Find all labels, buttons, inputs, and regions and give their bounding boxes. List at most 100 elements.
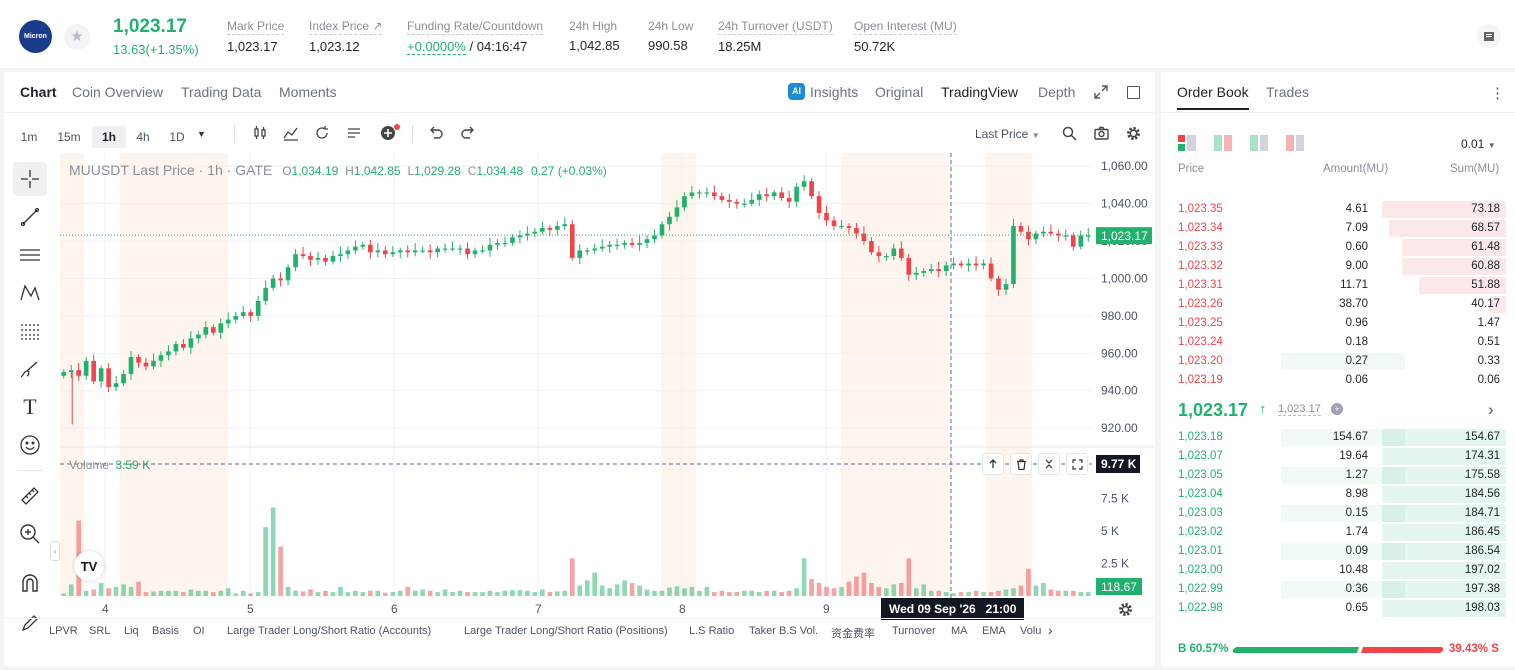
bid-row[interactable]: 1,023.05 1.27 175.58 — [1172, 466, 1506, 485]
camera-icon[interactable] — [1094, 126, 1109, 146]
horizontal-lines-tool-icon[interactable] — [13, 238, 47, 272]
tab-chart[interactable]: Chart — [20, 84, 57, 100]
redo-icon[interactable] — [460, 125, 476, 146]
indicator-taker-bs-vol[interactable]: Taker B.S Vol. — [749, 625, 819, 637]
volume-bar — [203, 590, 209, 596]
indicator-oi[interactable]: OI — [193, 625, 205, 637]
bid-row[interactable]: 1,022.99 0.36 197.38 — [1172, 580, 1506, 599]
tab-original[interactable]: Original — [875, 84, 924, 100]
ask-row[interactable]: 1,023.35 4.61 73.18 — [1172, 200, 1506, 219]
bid-row[interactable]: 1,023.18 154.67 154.67 — [1172, 428, 1506, 447]
indicator-funding-rate[interactable]: 资金费率 — [831, 628, 875, 640]
bid-row[interactable]: 1,023.07 19.64 174.31 — [1172, 447, 1506, 466]
ask-row[interactable]: 1,023.24 0.18 0.51 — [1172, 333, 1506, 352]
timeframe-4h[interactable]: 4h — [136, 130, 150, 144]
tab-coin-overview[interactable]: Coin Overview — [72, 84, 164, 100]
mid-expand-chevron-icon[interactable]: › — [1488, 400, 1494, 419]
precision-select[interactable]: 0.01 ▼ — [1461, 137, 1496, 151]
templates-icon[interactable] — [346, 125, 362, 146]
indicator-lt-ratio-positions[interactable]: Large Trader Long/Short Ratio (Positions… — [464, 625, 668, 637]
indicator-lpvr[interactable]: LPVR — [49, 625, 78, 637]
bid-row[interactable]: 1,023.03 0.15 184.71 — [1172, 504, 1506, 523]
candle-type-icon[interactable] — [252, 125, 268, 146]
ask-row[interactable]: 1,023.31 11.71 51.88 — [1172, 276, 1506, 295]
indicator-ema[interactable]: EMA — [982, 625, 1006, 637]
ask-row[interactable]: 1,023.20 0.27 0.33 — [1172, 352, 1506, 371]
chart-settings-icon[interactable] — [1118, 602, 1133, 622]
indicator-scroll-right-icon[interactable]: › — [1048, 622, 1053, 638]
pane-collapse-icon[interactable] — [1038, 453, 1060, 475]
tab-tradingview[interactable]: TradingView — [941, 84, 1019, 100]
timeframe-1d[interactable]: 1D — [169, 130, 185, 144]
tab-order-book[interactable]: Order Book — [1177, 84, 1249, 100]
emoji-tool-icon[interactable] — [13, 428, 47, 462]
pane-delete-icon[interactable] — [1010, 453, 1032, 475]
text-tool-icon[interactable]: T — [23, 394, 37, 419]
view-asks-icon[interactable] — [1286, 135, 1304, 156]
volume-bar — [136, 581, 141, 596]
collapse-toolbar-icon[interactable]: ‹ — [50, 541, 60, 561]
tab-insights[interactable]: Insights — [810, 84, 859, 100]
settings-gear-icon[interactable] — [1126, 126, 1141, 146]
undo-icon[interactable] — [428, 125, 444, 146]
candle-body — [592, 248, 598, 251]
add-alert-icon[interactable] — [380, 124, 400, 147]
favorite-star-icon[interactable]: ★ — [64, 24, 90, 50]
timeframe-15m[interactable]: 15m — [57, 130, 81, 144]
stat-24h-low: 24h Low 990.58 — [648, 19, 694, 53]
indicator-ls-ratio[interactable]: L.S Ratio — [689, 625, 735, 637]
indicator-ma[interactable]: MA — [951, 625, 968, 637]
timeframe-1m[interactable]: 1m — [20, 130, 38, 144]
pattern-tool-icon[interactable] — [13, 276, 47, 310]
bid-row[interactable]: 1,022.98 0.65 198.03 — [1172, 599, 1506, 618]
expand-icon[interactable] — [1094, 85, 1108, 99]
indicator-lt-ratio-accounts[interactable]: Large Trader Long/Short Ratio (Accounts) — [227, 625, 432, 637]
window-icon[interactable] — [1127, 86, 1140, 99]
ask-row[interactable]: 1,023.34 7.09 68.57 — [1172, 219, 1506, 238]
pane-move-up-icon[interactable] — [982, 453, 1004, 475]
replay-icon[interactable] — [314, 125, 330, 146]
tab-trading-data[interactable]: Trading Data — [181, 84, 262, 100]
volume-bar — [225, 588, 231, 596]
fib-tool-icon[interactable] — [13, 314, 47, 348]
stat-index-price[interactable]: Index Price ↗ 1,023.12 — [309, 19, 383, 54]
bid-row[interactable]: 1,023.04 8.98 184.56 — [1172, 485, 1506, 504]
ask-row[interactable]: 1,023.33 0.60 61.48 — [1172, 238, 1506, 257]
indicators-icon[interactable] — [283, 125, 299, 146]
view-bids-icon[interactable] — [1250, 135, 1268, 156]
indicator-basis[interactable]: Basis — [152, 625, 179, 637]
bid-row[interactable]: 1,023.01 0.09 186.54 — [1172, 542, 1506, 561]
timeframe-1h[interactable]: 1h — [92, 126, 126, 148]
ask-row[interactable]: 1,023.19 0.06 0.06 — [1172, 371, 1506, 390]
indicator-srl[interactable]: SRL — [89, 625, 111, 637]
toolbar-separator-2 — [412, 125, 413, 143]
brush-tool-icon[interactable] — [13, 352, 47, 386]
tab-moments[interactable]: Moments — [279, 84, 337, 100]
zoom-in-tool-icon[interactable] — [13, 517, 47, 551]
search-icon[interactable] — [1062, 126, 1077, 146]
price-chart[interactable]: 1,060.001,040.001,020.001,000.00980.0096… — [60, 153, 1154, 619]
ask-row[interactable]: 1,023.26 38.70 40.17 — [1172, 295, 1506, 314]
trend-line-tool-icon[interactable] — [13, 200, 47, 234]
indicator-liq[interactable]: Liq — [124, 625, 139, 637]
view-both-icon[interactable] — [1178, 135, 1196, 156]
timeframe-dropdown-icon[interactable]: ▼ — [197, 129, 206, 139]
crosshair-tool-icon[interactable] — [13, 162, 47, 196]
tab-trades[interactable]: Trades — [1266, 84, 1310, 100]
bid-row[interactable]: 1,023.02 1.74 186.45 — [1172, 523, 1506, 542]
pencil-lock-tool-icon[interactable] — [13, 606, 47, 640]
bid-row[interactable]: 1,023.00 10.48 197.02 — [1172, 561, 1506, 580]
indicator-turnover[interactable]: Turnover — [892, 625, 936, 637]
magnet-tool-icon[interactable] — [13, 567, 47, 601]
indicator-volume[interactable]: Volu — [1020, 625, 1042, 637]
price-type-select[interactable]: Last Price ▼ — [975, 127, 1040, 141]
view-split-icon[interactable] — [1214, 135, 1232, 156]
pane-maximize-icon[interactable] — [1066, 453, 1088, 475]
volume-bar — [368, 590, 373, 596]
ruler-tool-icon[interactable] — [13, 479, 47, 513]
ask-row[interactable]: 1,023.25 0.96 1.47 — [1172, 314, 1506, 333]
tab-depth[interactable]: Depth — [1038, 84, 1076, 100]
more-options-icon[interactable]: ⋮ — [1490, 85, 1505, 102]
notes-icon[interactable] — [1477, 24, 1501, 48]
ask-row[interactable]: 1,023.32 9.00 60.88 — [1172, 257, 1506, 276]
